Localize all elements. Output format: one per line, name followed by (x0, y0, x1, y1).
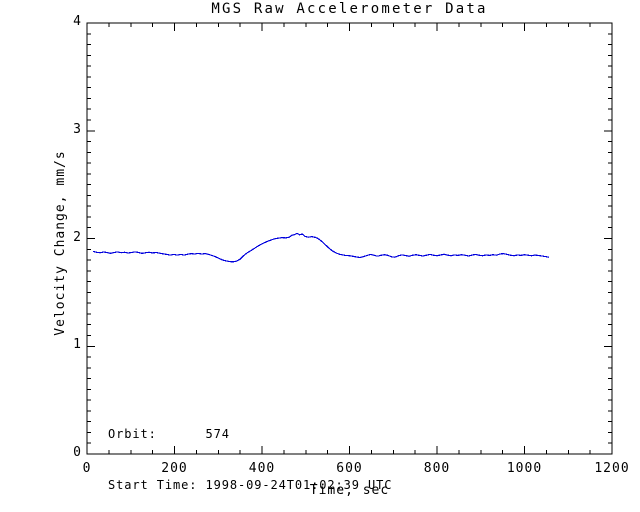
annotation-orbit: Orbit: 574 (108, 427, 230, 441)
x-tick-label: 400 (248, 461, 276, 476)
x-tick-label: 200 (161, 461, 188, 476)
x-tick-label: 800 (423, 461, 451, 476)
x-tick-label: 600 (336, 461, 363, 476)
data-line-velocity-change (92, 232, 550, 263)
x-tick-label: 1200 (594, 461, 630, 476)
x-axis-label: Time, sec (309, 483, 390, 498)
y-tick-label: 4 (73, 14, 82, 29)
y-tick-label: 3 (73, 121, 82, 137)
x-tick-label: 0 (82, 461, 92, 476)
annotation-start-time: Start Time: 1998-09-24T01:02:39 UTC (108, 478, 393, 492)
annotation-block: Orbit: 574 Start Time: 1998-09-24T01:02:… (108, 392, 392, 512)
y-tick-label: 1 (73, 337, 82, 353)
x-tick-label: 1000 (506, 461, 543, 476)
axis-box (86, 22, 613, 455)
y-tick-label: 2 (73, 229, 82, 245)
y-tick-label: 0 (73, 445, 82, 460)
chart-title: MGS Raw Accelerometer Data (211, 1, 488, 17)
